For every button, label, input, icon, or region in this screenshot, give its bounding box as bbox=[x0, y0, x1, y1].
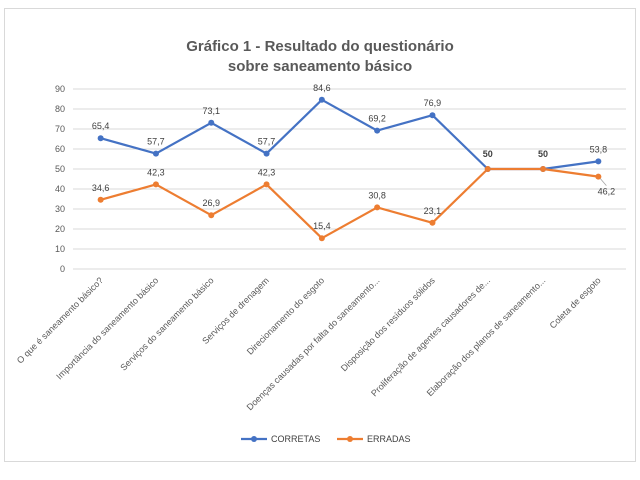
series-lines bbox=[97, 96, 602, 242]
data-point-erradas bbox=[318, 235, 325, 242]
data-point-corretas bbox=[208, 119, 215, 126]
data-point-corretas bbox=[152, 150, 159, 157]
data-point-erradas bbox=[595, 173, 602, 180]
data-point-erradas bbox=[152, 181, 159, 188]
data-point-corretas bbox=[429, 112, 436, 119]
data-label-erradas: 42,3 bbox=[147, 167, 165, 177]
x-category-label: Importância do saneamento básico bbox=[54, 275, 160, 381]
data-label-corretas: 50 bbox=[483, 149, 493, 159]
data-label-erradas: 26,9 bbox=[202, 198, 220, 208]
data-point-corretas bbox=[595, 158, 602, 165]
series-line-erradas bbox=[100, 167, 599, 240]
x-axis-categories: O que é saneamento básico?Importância do… bbox=[15, 275, 603, 412]
data-point-erradas bbox=[429, 219, 436, 226]
y-tick-label: 30 bbox=[55, 204, 65, 214]
data-label-corretas: 69,2 bbox=[368, 114, 386, 124]
data-label-corretas: 76,9 bbox=[424, 98, 442, 108]
y-tick-label: 10 bbox=[55, 244, 65, 254]
series-line-corretas bbox=[100, 98, 599, 171]
legend-marker-corretas bbox=[251, 436, 257, 442]
legend-marker-erradas bbox=[347, 436, 353, 442]
y-tick-label: 60 bbox=[55, 144, 65, 154]
x-category-label: Proliferação de agentes causadores de... bbox=[369, 275, 492, 398]
leader-line bbox=[600, 178, 607, 186]
data-point-erradas bbox=[97, 196, 104, 203]
data-label-erradas: 42,3 bbox=[258, 167, 276, 177]
data-point-erradas bbox=[263, 181, 270, 188]
data-label-corretas: 73,1 bbox=[202, 106, 220, 116]
x-category-label: Serviços do saneamento básico bbox=[118, 275, 215, 372]
y-tick-label: 0 bbox=[60, 264, 65, 274]
data-label-corretas: 84,6 bbox=[313, 83, 331, 93]
y-tick-label: 50 bbox=[55, 164, 65, 174]
y-axis-ticks: 0 10 20 30 40 50 60 70 80 90 bbox=[55, 84, 65, 274]
data-point-erradas bbox=[208, 212, 215, 219]
legend-label-corretas: CORRETAS bbox=[271, 434, 320, 444]
chart-title-line-2: sobre saneamento básico bbox=[228, 58, 412, 75]
chart-title-line-1: Gráfico 1 - Resultado do questionário bbox=[186, 38, 454, 55]
x-category-label: Disposição dos resíduos sólidos bbox=[339, 275, 437, 373]
data-point-corretas bbox=[263, 150, 270, 157]
x-category-label: Elaboração dos planos de saneamento... bbox=[425, 275, 548, 398]
chart-area: Gráfico 1 - Resultado do questionário so… bbox=[4, 8, 636, 462]
data-point-erradas bbox=[484, 166, 491, 172]
data-point-corretas bbox=[374, 127, 381, 134]
data-label-corretas: 65,4 bbox=[92, 121, 110, 131]
line-chart: Gráfico 1 - Resultado do questionário so… bbox=[15, 38, 626, 444]
y-tick-label: 90 bbox=[55, 84, 65, 94]
x-category-label: Coleta de esgoto bbox=[548, 275, 603, 330]
data-label-erradas: 30,8 bbox=[368, 190, 386, 200]
y-tick-label: 80 bbox=[55, 104, 65, 114]
data-labels: 65,4 57,7 73,1 57,7 84,6 69,2 76,9 50 50 53,8 34,6… bbox=[92, 83, 615, 231]
data-label-erradas: 34,6 bbox=[92, 183, 110, 193]
data-label-erradas: 15,4 bbox=[313, 221, 331, 231]
data-label-erradas: 46,2 bbox=[598, 187, 616, 197]
y-tick-label: 20 bbox=[55, 224, 65, 234]
data-label-erradas: 23,1 bbox=[424, 206, 442, 216]
data-label-corretas: 53,8 bbox=[590, 144, 608, 154]
y-tick-label: 40 bbox=[55, 184, 65, 194]
data-point-corretas bbox=[318, 96, 325, 103]
legend: CORRETAS ERRADAS bbox=[241, 434, 411, 444]
data-label-corretas: 57,7 bbox=[258, 137, 276, 147]
data-point-erradas bbox=[540, 166, 547, 172]
data-point-erradas bbox=[374, 204, 381, 211]
data-point-corretas bbox=[97, 135, 104, 142]
legend-label-erradas: ERRADAS bbox=[367, 434, 411, 444]
data-label-corretas: 50 bbox=[538, 149, 548, 159]
data-label-corretas: 57,7 bbox=[147, 137, 165, 147]
y-tick-label: 70 bbox=[55, 124, 65, 134]
x-category-label: O que é saneamento básico? bbox=[15, 275, 105, 365]
